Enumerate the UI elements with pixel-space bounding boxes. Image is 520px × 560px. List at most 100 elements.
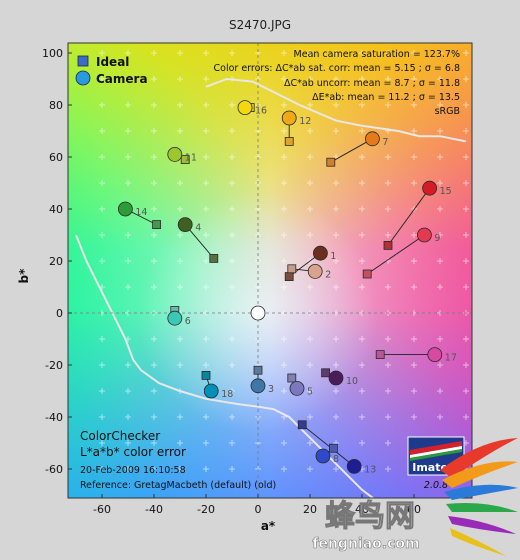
grid-plus-marker (203, 284, 209, 290)
grid-plus-marker (333, 466, 339, 472)
watermark-domain: fengniao.com (312, 536, 419, 552)
patch-number: 1 (330, 251, 336, 262)
grid-plus-marker (333, 414, 339, 420)
grid-plus-marker (359, 258, 365, 264)
grid-plus-marker (177, 206, 183, 212)
patch-number: 16 (255, 106, 267, 117)
grid-plus-marker (437, 258, 443, 264)
camera-marker (307, 263, 323, 279)
y-tick-label: -60 (45, 463, 63, 476)
y-axis-label: b* (17, 268, 31, 284)
grid-plus-marker (177, 76, 183, 82)
ideal-marker (253, 365, 263, 375)
y-tick-label: 20 (49, 255, 63, 268)
patch-number: 18 (221, 389, 233, 400)
grid-plus-marker (411, 180, 417, 186)
grid-plus-marker (385, 284, 391, 290)
grid-plus-marker (359, 388, 365, 394)
y-tick-label: 80 (49, 99, 63, 112)
grid-plus-marker (281, 102, 287, 108)
grid-plus-marker (281, 362, 287, 368)
camera-marker (118, 201, 133, 217)
error-vector (330, 138, 373, 163)
grid-plus-marker (99, 414, 105, 420)
grid-plus-marker (333, 128, 339, 134)
bottom-left-info: ColorChecker L*a*b* color error 20-Feb-2… (80, 429, 276, 491)
ideal-marker (201, 370, 211, 380)
grid-plus-marker (203, 232, 209, 238)
grid-plus-marker (177, 466, 183, 472)
grid-plus-marker (333, 180, 339, 186)
grid-plus-marker (203, 76, 209, 82)
watermark: 蜂鸟网 fengniao.com (312, 438, 518, 556)
grid-plus-marker (125, 440, 131, 446)
camera-marker (315, 448, 331, 464)
grid-plus-marker (333, 336, 339, 342)
grid-plus-marker (125, 284, 131, 290)
x-tick-label: 40 (355, 503, 369, 516)
patch-number: 4 (195, 223, 201, 234)
grid-plus-marker (229, 466, 235, 472)
grid-plus-marker (437, 206, 443, 212)
ideal-marker (375, 350, 385, 360)
grid-plus-marker (437, 154, 443, 160)
grid-plus-marker (177, 440, 183, 446)
grid-plus-marker (437, 76, 443, 82)
gamut-line-upper (205, 77, 467, 143)
grid-plus-marker (151, 206, 157, 212)
grid-plus-marker (281, 154, 287, 160)
y-tick-label: -40 (45, 411, 63, 424)
grid-plus-marker (229, 50, 235, 56)
stat-saturation: Mean camera saturation = 123.7% (294, 49, 460, 60)
grid-plus-marker (359, 102, 365, 108)
grid-plus-marker (385, 76, 391, 82)
grid-plus-marker (385, 388, 391, 394)
grid-plus-marker (151, 466, 157, 472)
grid-plus-marker (385, 206, 391, 212)
grid-plus-marker (359, 180, 365, 186)
srgb-gamut-outline (75, 77, 467, 498)
grid-plus-marker (359, 76, 365, 82)
grid-plus-marker (281, 76, 287, 82)
axis-ticks: -60 -40 -20 0 20 40 60 -60 -40 -20 0 20 40 60 80 100 (42, 47, 421, 516)
grid-plus-marker (307, 128, 313, 134)
info-reference: Reference: GretagMacbeth (default) (old) (80, 480, 276, 491)
grid-plus-marker (333, 102, 339, 108)
stats-annotation: Mean camera saturation = 123.7% Color er… (214, 49, 460, 117)
chart-title: S2470.JPG (228, 18, 292, 32)
patch-number: 17 (445, 353, 457, 364)
grid-plus-marker (99, 128, 105, 134)
grid-plus-marker (151, 76, 157, 82)
grid-plus-marker (463, 180, 469, 186)
data-markers (118, 100, 443, 474)
grid-plus-marker (177, 180, 183, 186)
y-tick-label: 0 (56, 307, 63, 320)
camera-marker (328, 370, 344, 386)
ideal-marker (321, 368, 331, 378)
grid-plus-marker (229, 128, 235, 134)
grid-plus-marker (385, 336, 391, 342)
grid-plus-marker (385, 440, 391, 446)
grid-plus-marker (333, 232, 339, 238)
grid-plus-marker (177, 362, 183, 368)
grid-plus-marker (437, 388, 443, 394)
grid-plus-marker (99, 258, 105, 264)
grid-plus-marker (151, 388, 157, 394)
grid-plus-marker (437, 128, 443, 134)
grid-plus-marker (125, 258, 131, 264)
grid-plus-marker (151, 102, 157, 108)
legend: Ideal Camera (75, 55, 148, 86)
grid-plus-marker (307, 284, 313, 290)
error-vector (301, 424, 355, 467)
patch-number: 14 (135, 207, 147, 218)
grid-plus-marker (99, 362, 105, 368)
ideal-marker (284, 272, 294, 282)
grid-plus-marker (99, 232, 105, 238)
grid-plus-marker (385, 154, 391, 160)
grid-plus-marker (151, 154, 157, 160)
grid-plus-marker (411, 414, 417, 420)
grid-plus-marker (437, 50, 443, 56)
grid-plus-marker (151, 50, 157, 56)
grid-plus-marker (177, 50, 183, 56)
grid-plus-marker (359, 154, 365, 160)
